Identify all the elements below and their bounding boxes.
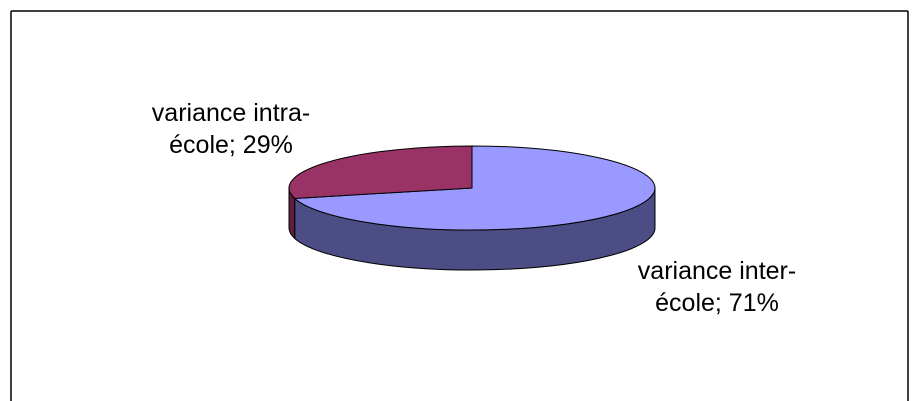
slice (293, 145, 656, 231)
slice (288, 145, 473, 199)
data-label: variance inter-école; 71% (637, 257, 797, 317)
data-label: variance intra-école; 29% (151, 99, 311, 159)
